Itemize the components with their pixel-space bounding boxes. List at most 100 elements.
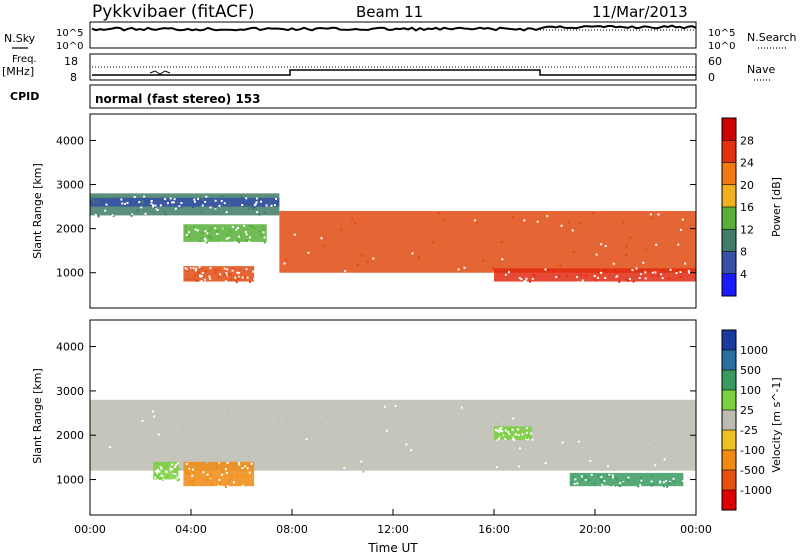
data-cell bbox=[276, 435, 278, 437]
data-cell bbox=[306, 438, 308, 440]
data-cell bbox=[410, 449, 412, 451]
data-cell bbox=[516, 437, 518, 439]
data-cell bbox=[600, 243, 602, 245]
data-cell bbox=[134, 196, 136, 198]
x-tick-label: 20:00 bbox=[579, 523, 611, 536]
data-cell bbox=[147, 198, 149, 200]
data-cell bbox=[576, 276, 578, 278]
data-cell bbox=[600, 476, 602, 478]
velocity-regions bbox=[90, 400, 696, 488]
data-cell bbox=[244, 277, 246, 279]
data-cell bbox=[247, 277, 249, 279]
data-cell bbox=[196, 280, 198, 282]
data-cell bbox=[258, 214, 260, 216]
data-cell bbox=[227, 485, 229, 487]
data-cell bbox=[98, 214, 100, 216]
x-tick-label: 08:00 bbox=[276, 523, 308, 536]
colorbar-segment bbox=[722, 450, 736, 470]
data-cell bbox=[665, 480, 667, 482]
data-cell bbox=[235, 277, 237, 279]
data-cell bbox=[508, 271, 510, 273]
data-cell bbox=[553, 270, 555, 272]
data-cell bbox=[654, 443, 656, 445]
data-cell bbox=[582, 479, 584, 481]
data-cell bbox=[585, 275, 587, 277]
data-cell bbox=[589, 479, 591, 481]
data-cell bbox=[233, 481, 235, 483]
data-cell bbox=[684, 263, 686, 265]
data-cell bbox=[124, 203, 126, 205]
data-cell bbox=[221, 242, 223, 244]
data-cell bbox=[639, 484, 641, 486]
data-cell bbox=[226, 268, 228, 270]
power-regions bbox=[90, 193, 696, 283]
data-cell bbox=[532, 439, 534, 441]
x-tick-label: 00:00 bbox=[680, 523, 712, 536]
data-cell bbox=[201, 275, 203, 277]
data-cell bbox=[178, 205, 180, 207]
nave-label: Nave bbox=[747, 63, 775, 76]
data-cell bbox=[103, 413, 105, 415]
data-cell bbox=[208, 276, 210, 278]
data-cell bbox=[205, 479, 207, 481]
data-cell bbox=[154, 206, 156, 208]
data-cell bbox=[494, 439, 496, 441]
data-cell bbox=[181, 206, 183, 208]
data-cell bbox=[242, 277, 244, 279]
data-cell bbox=[266, 205, 268, 207]
data-cell bbox=[633, 281, 635, 283]
data-cell bbox=[597, 475, 599, 477]
data-cell bbox=[682, 219, 684, 221]
data-cell bbox=[507, 431, 509, 433]
data-cell bbox=[158, 434, 160, 436]
data-cell bbox=[104, 210, 106, 212]
colorbar-segment bbox=[722, 252, 736, 274]
data-cell bbox=[188, 268, 190, 270]
freq-left-tick-bottom: 8 bbox=[70, 71, 77, 84]
data-cell bbox=[664, 271, 666, 273]
data-cell bbox=[164, 198, 166, 200]
data-cell bbox=[220, 463, 222, 465]
data-cell bbox=[508, 433, 510, 435]
noise-left-tick-top: 10^5 bbox=[56, 28, 83, 39]
data-cell bbox=[663, 485, 665, 487]
data-cell bbox=[249, 281, 251, 283]
data-cell bbox=[619, 485, 621, 487]
data-cell bbox=[204, 201, 206, 203]
data-cell bbox=[482, 260, 484, 262]
freq-left-tick-top: 18 bbox=[64, 55, 78, 68]
data-cell bbox=[149, 205, 151, 207]
data-cell bbox=[218, 479, 220, 481]
data-cell bbox=[127, 202, 129, 204]
data-cell bbox=[639, 277, 641, 279]
data-cell bbox=[294, 234, 296, 236]
data-cell bbox=[504, 438, 506, 440]
data-cell bbox=[496, 466, 498, 468]
data-cell bbox=[156, 463, 158, 465]
data-cell bbox=[230, 279, 232, 281]
freq-label-top: Freq. bbox=[12, 54, 37, 65]
colorbar-segment bbox=[722, 274, 736, 296]
data-cell bbox=[214, 227, 216, 229]
y-tick-label: 3000 bbox=[56, 385, 84, 398]
data-cell bbox=[185, 226, 187, 228]
data-cell bbox=[219, 482, 221, 484]
data-cell bbox=[601, 484, 603, 486]
data-cell bbox=[623, 222, 625, 224]
data-cell bbox=[641, 270, 643, 272]
data-cell bbox=[113, 197, 115, 199]
data-cell bbox=[165, 462, 167, 464]
data-cell bbox=[172, 479, 174, 481]
data-cell bbox=[662, 277, 664, 279]
data-cell bbox=[606, 475, 608, 477]
data-cell bbox=[193, 267, 195, 269]
data-cell bbox=[513, 438, 515, 440]
data-cell bbox=[230, 274, 232, 276]
data-cell bbox=[444, 406, 446, 408]
data-cell bbox=[195, 268, 197, 270]
data-cell bbox=[182, 200, 184, 202]
colorbar-tick-label: 1000 bbox=[740, 344, 768, 357]
data-cell bbox=[163, 470, 165, 472]
data-cell bbox=[202, 272, 204, 274]
data-cell bbox=[627, 280, 629, 282]
